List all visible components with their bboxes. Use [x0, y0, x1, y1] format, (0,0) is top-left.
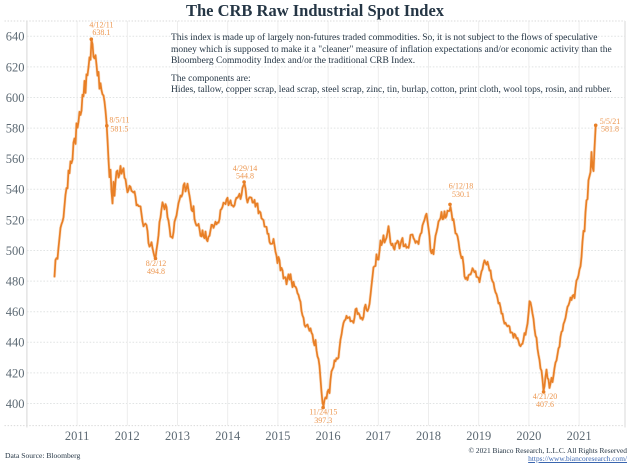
svg-text:2014: 2014: [215, 429, 241, 443]
svg-text:460: 460: [6, 305, 25, 319]
svg-text:2016: 2016: [316, 429, 341, 443]
svg-text:640: 640: [6, 30, 25, 44]
svg-text:397.3: 397.3: [314, 416, 332, 425]
svg-text:8/5/11: 8/5/11: [109, 116, 129, 125]
svg-text:400: 400: [6, 397, 25, 411]
svg-text:420: 420: [6, 366, 25, 380]
svg-text:2013: 2013: [165, 429, 190, 443]
svg-text:4/12/11: 4/12/11: [89, 21, 113, 30]
svg-text:440: 440: [6, 336, 25, 350]
svg-text:581.5: 581.5: [110, 124, 128, 133]
svg-text:2012: 2012: [115, 429, 140, 443]
svg-text:620: 620: [6, 60, 25, 74]
svg-text:2015: 2015: [265, 429, 290, 443]
svg-text:11/24/15: 11/24/15: [309, 407, 337, 416]
svg-text:540: 540: [6, 183, 25, 197]
svg-text:581.8: 581.8: [601, 125, 619, 134]
svg-text:544.8: 544.8: [236, 171, 254, 180]
svg-text:4/29/14: 4/29/14: [233, 164, 257, 173]
svg-text:580: 580: [6, 122, 25, 136]
svg-text:2018: 2018: [416, 429, 441, 443]
svg-text:2011: 2011: [65, 429, 90, 443]
svg-text:5/5/21: 5/5/21: [600, 117, 620, 126]
svg-text:480: 480: [6, 275, 25, 289]
svg-text:560: 560: [6, 152, 25, 166]
svg-text:2019: 2019: [466, 429, 491, 443]
svg-text:8/2/12: 8/2/12: [146, 259, 166, 268]
svg-text:520: 520: [6, 213, 25, 227]
svg-text:6/12/18: 6/12/18: [449, 181, 473, 190]
svg-text:407.6: 407.6: [536, 400, 554, 409]
svg-text:500: 500: [6, 244, 25, 258]
svg-text:638.1: 638.1: [92, 28, 110, 37]
svg-text:530.1: 530.1: [452, 190, 470, 199]
svg-text:494.8: 494.8: [147, 267, 165, 276]
svg-text:2017: 2017: [366, 429, 391, 443]
svg-text:600: 600: [6, 91, 25, 105]
svg-text:2020: 2020: [516, 429, 541, 443]
svg-text:2021: 2021: [567, 429, 592, 443]
svg-text:4/21/20: 4/21/20: [533, 392, 557, 401]
